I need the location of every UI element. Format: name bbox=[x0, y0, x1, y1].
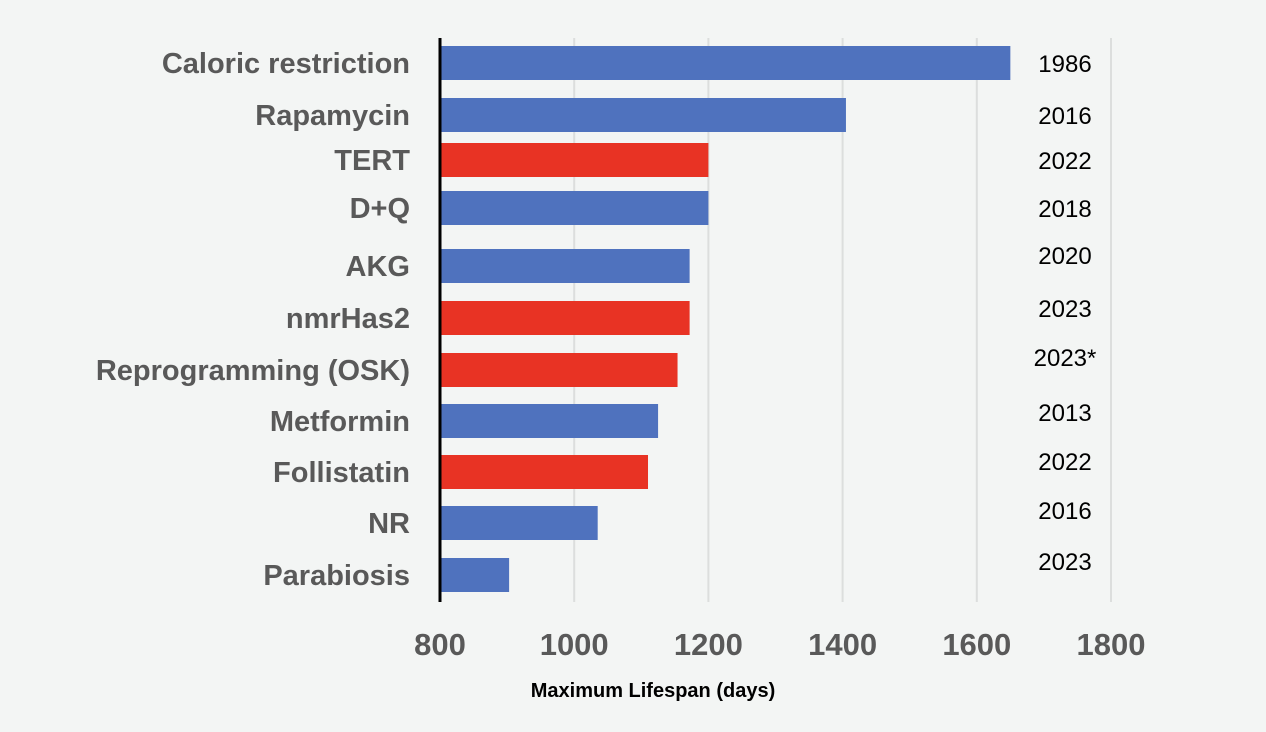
category-label: TERT bbox=[334, 145, 410, 177]
year-annotation: 2022 bbox=[1038, 449, 1091, 476]
year-annotation: 2022 bbox=[1038, 148, 1091, 175]
category-label: Caloric restriction bbox=[162, 48, 410, 80]
category-label: Metformin bbox=[270, 406, 410, 438]
year-annotation: 2023* bbox=[1034, 345, 1097, 372]
bar bbox=[440, 46, 1011, 80]
category-label: nmrHas2 bbox=[286, 303, 410, 335]
bar bbox=[440, 249, 690, 283]
category-label: Parabiosis bbox=[263, 560, 410, 592]
year-annotation: 2016 bbox=[1038, 498, 1091, 525]
bar bbox=[440, 301, 690, 335]
x-tick-label: 1800 bbox=[1077, 627, 1146, 662]
x-tick-label: 1400 bbox=[808, 627, 877, 662]
category-label: Reprogramming (OSK) bbox=[96, 355, 410, 387]
bar bbox=[440, 143, 709, 177]
category-label: AKG bbox=[346, 251, 410, 283]
bar bbox=[440, 506, 598, 540]
bar bbox=[440, 191, 709, 225]
category-label: Follistatin bbox=[273, 457, 410, 489]
x-tick-label: 1600 bbox=[942, 627, 1011, 662]
category-label: D+Q bbox=[350, 193, 410, 225]
x-tick-label: 1200 bbox=[674, 627, 743, 662]
bar bbox=[440, 353, 678, 387]
category-label: NR bbox=[368, 508, 410, 540]
year-annotation: 2013 bbox=[1038, 400, 1091, 427]
year-annotation: 2016 bbox=[1038, 103, 1091, 130]
category-label: Rapamycin bbox=[255, 100, 410, 132]
bar bbox=[440, 558, 510, 592]
year-annotation: 2023 bbox=[1038, 549, 1091, 576]
bar bbox=[440, 455, 649, 489]
year-annotation: 2020 bbox=[1038, 243, 1091, 270]
bar bbox=[440, 404, 659, 438]
year-annotation: 1986 bbox=[1038, 51, 1091, 78]
year-annotation: 2018 bbox=[1038, 196, 1091, 223]
x-tick-label: 800 bbox=[414, 627, 466, 662]
bar bbox=[440, 98, 846, 132]
x-tick-label: 1000 bbox=[540, 627, 609, 662]
year-annotation: 2023 bbox=[1038, 296, 1091, 323]
x-axis-label: Maximum Lifespan (days) bbox=[531, 680, 776, 702]
